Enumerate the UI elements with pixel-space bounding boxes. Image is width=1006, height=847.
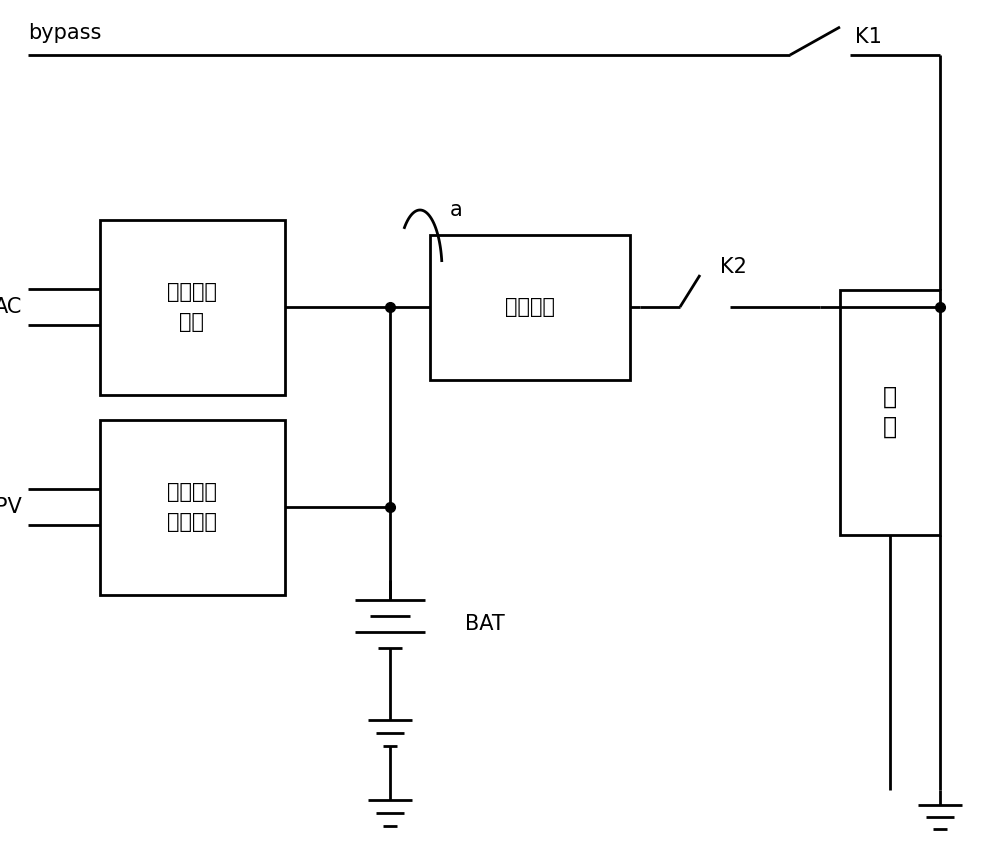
Text: K1: K1: [855, 27, 882, 47]
Text: 模块: 模块: [179, 312, 204, 332]
Text: 光伏输出: 光伏输出: [167, 482, 217, 502]
Bar: [430, 235, 630, 380]
Text: 逆变模块: 逆变模块: [505, 297, 555, 317]
Text: AC: AC: [0, 297, 22, 317]
Text: 控制模块: 控制模块: [167, 512, 217, 532]
Bar: [100, 420, 285, 595]
Text: 负: 负: [883, 385, 897, 409]
Text: a: a: [450, 200, 463, 220]
Text: 市电整流: 市电整流: [167, 282, 217, 302]
Bar: [100, 220, 285, 395]
Text: PV: PV: [0, 497, 22, 517]
Text: bypass: bypass: [28, 23, 102, 43]
Bar: [840, 290, 940, 535]
Text: BAT: BAT: [465, 614, 505, 634]
Text: 载: 载: [883, 415, 897, 439]
Text: K2: K2: [720, 257, 746, 277]
